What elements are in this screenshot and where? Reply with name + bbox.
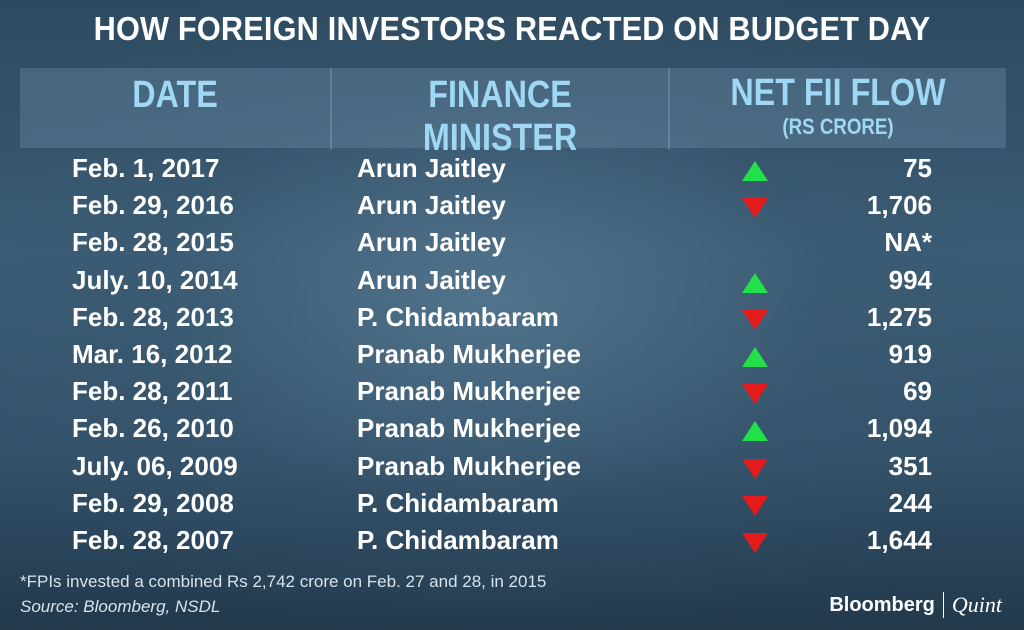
cell-minister: Pranab Mukherjee xyxy=(357,338,581,369)
column-header-minister: FINANCE MINISTER xyxy=(422,74,578,159)
table-row: July. 06, 2009 Pranab Mukherjee 351 xyxy=(0,447,1024,484)
cell-minister: P. Chidambaram xyxy=(357,487,559,518)
cell-minister: Arun Jaitley xyxy=(357,264,506,295)
source-note: Source: Bloomberg, NSDL xyxy=(20,597,221,616)
cell-minister: Pranab Mukherjee xyxy=(357,376,581,407)
footnote: *FPIs invested a combined Rs 2,742 crore… xyxy=(20,572,547,591)
column-header-date: DATE xyxy=(132,74,218,116)
table-row: Feb. 28, 2011 Pranab Mukherjee 69 xyxy=(0,372,1024,409)
cell-minister: Arun Jaitley xyxy=(357,153,506,183)
brand-primary: Bloomberg xyxy=(829,593,935,616)
cell-flow-value: 75 xyxy=(903,153,932,183)
cell-date: Feb. 29, 2008 xyxy=(72,487,234,518)
cell-flow-value: 244 xyxy=(888,487,932,518)
cell-minister: Arun Jaitley xyxy=(357,227,506,258)
brand-separator xyxy=(942,592,944,618)
arrow-down-icon xyxy=(742,532,768,553)
cell-date: Feb. 28, 2013 xyxy=(72,301,234,332)
arrow-up-icon xyxy=(742,272,768,293)
cell-flow-value: 1,706 xyxy=(866,190,932,221)
arrow-up-icon xyxy=(742,161,768,181)
cell-flow-value: 351 xyxy=(888,450,932,481)
arrow-down-icon xyxy=(742,458,768,479)
table-row: Feb. 28, 2007 P. Chidambaram 1,644 xyxy=(0,521,1024,558)
table-header-band xyxy=(20,68,1006,148)
arrow-up-icon xyxy=(742,421,768,442)
cell-minister: Pranab Mukherjee xyxy=(357,450,581,481)
table-row: Feb. 29, 2008 P. Chidambaram 244 xyxy=(0,484,1024,521)
chart-title: HOW FOREIGN INVESTORS REACTED ON BUDGET … xyxy=(93,10,931,47)
arrow-up-icon xyxy=(742,346,768,367)
column-divider xyxy=(330,68,332,150)
table-row: Feb. 28, 2015 Arun Jaitley NA* xyxy=(0,223,1024,260)
cell-date: Feb. 29, 2016 xyxy=(72,190,234,221)
cell-flow-value: 919 xyxy=(888,338,932,369)
cell-date: Feb. 26, 2010 xyxy=(72,413,234,444)
cell-date: July. 06, 2009 xyxy=(72,450,238,481)
cell-minister: Pranab Mukherjee xyxy=(357,413,581,444)
cell-flow-value: 1,275 xyxy=(866,301,932,332)
table-row: Feb. 1, 2017 Arun Jaitley 75 xyxy=(0,149,1024,186)
arrow-down-icon xyxy=(742,198,768,219)
table-body: Feb. 1, 2017 Arun Jaitley 75 Feb. 29, 2016 A… xyxy=(0,149,1024,558)
cell-flow-value: NA* xyxy=(884,227,932,258)
cell-date: Feb. 28, 2015 xyxy=(72,227,234,258)
brand-logo: Bloomberg Quint xyxy=(829,592,1002,618)
cell-flow-value: 69 xyxy=(903,376,932,407)
column-divider xyxy=(668,68,670,150)
column-header-flow: NET FII FLOW xyxy=(730,72,946,114)
cell-date: Mar. 16, 2012 xyxy=(72,338,233,369)
cell-date: Feb. 1, 2017 xyxy=(72,153,220,183)
cell-date: July. 10, 2014 xyxy=(72,264,238,295)
cell-minister: P. Chidambaram xyxy=(357,301,559,332)
table-row: Mar. 16, 2012 Pranab Mukherjee 919 xyxy=(0,335,1024,372)
cell-date: Feb. 28, 2007 xyxy=(72,524,234,555)
cell-flow-value: 994 xyxy=(888,264,932,295)
cell-minister: Arun Jaitley xyxy=(357,190,506,221)
cell-flow-value: 1,644 xyxy=(866,524,932,555)
column-header-flow-unit: (RS CRORE) xyxy=(782,114,894,139)
arrow-down-icon xyxy=(742,495,768,516)
cell-minister: P. Chidambaram xyxy=(357,524,559,555)
table-row: Feb. 26, 2010 Pranab Mukherjee 1,094 xyxy=(0,409,1024,446)
table-row: Feb. 29, 2016 Arun Jaitley 1,706 xyxy=(0,186,1024,223)
arrow-down-icon xyxy=(742,309,768,330)
cell-flow-value: 1,094 xyxy=(866,413,932,444)
table-row: Feb. 28, 2013 P. Chidambaram 1,275 xyxy=(0,298,1024,335)
cell-date: Feb. 28, 2011 xyxy=(72,376,233,407)
table-row: July. 10, 2014 Arun Jaitley 994 xyxy=(0,261,1024,298)
brand-secondary: Quint xyxy=(951,592,1002,617)
arrow-down-icon xyxy=(742,384,768,405)
